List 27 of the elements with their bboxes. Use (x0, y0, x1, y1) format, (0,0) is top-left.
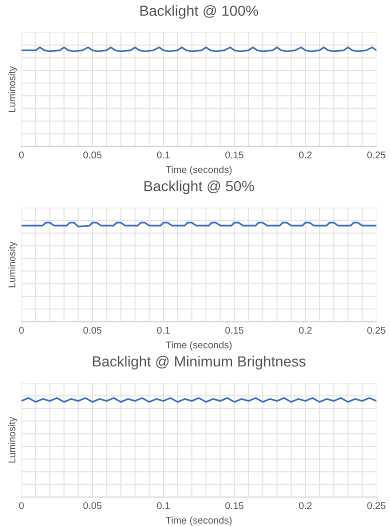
x-tick-label: 0.05 (83, 502, 102, 510)
x-tick-label: 0.2 (298, 502, 312, 510)
x-tick-label: 0.25 (367, 326, 386, 334)
chart-title: Backlight @ 100% (140, 5, 258, 19)
x-tick-label: 0.05 (83, 152, 102, 158)
x-tick-label: 0 (19, 502, 24, 510)
x-tick-label: 0.05 (83, 326, 102, 334)
x-axis-title: Time (seconds) (166, 341, 232, 350)
x-tick-label: 0 (19, 326, 24, 334)
x-axis-title: Time (seconds) (166, 516, 232, 526)
x-tick-label: 0.1 (157, 326, 170, 334)
y-axis-title: Luminosity (8, 416, 18, 463)
x-tick-label: 0.25 (367, 152, 386, 158)
x-axis-title: Time (seconds) (166, 166, 232, 175)
x-tick-label: 0.25 (367, 502, 386, 510)
x-tick-label: 0.15 (225, 152, 244, 158)
y-axis-title: Luminosity (8, 66, 18, 112)
x-tick-label: 0.15 (225, 502, 244, 510)
x-tick-label: 0.2 (298, 326, 312, 334)
x-tick-label: 0 (19, 152, 24, 158)
chart-title: Backlight @ 50% (144, 180, 254, 194)
y-axis-title: Luminosity (8, 242, 18, 288)
x-tick-label: 0.15 (225, 326, 244, 334)
x-tick-label: 0.1 (157, 152, 170, 158)
x-tick-label: 0.1 (157, 502, 170, 510)
x-tick-label: 0.2 (298, 152, 312, 158)
chart-title: Backlight @ Minimum Brightness (93, 356, 306, 370)
